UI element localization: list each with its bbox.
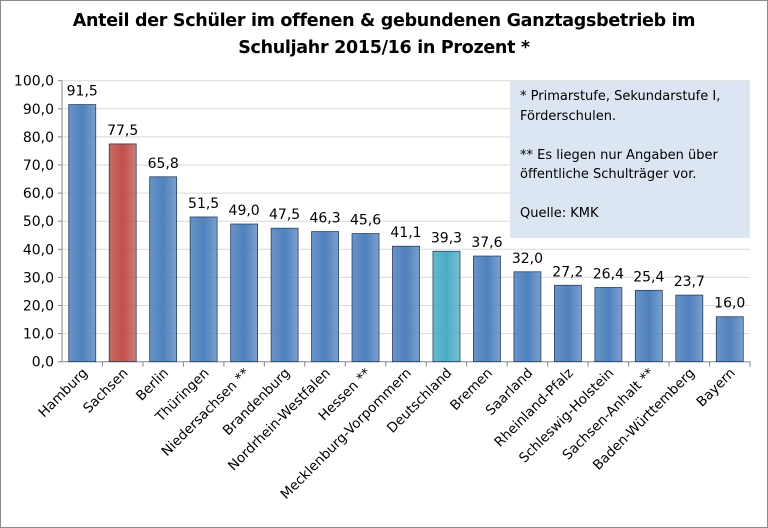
y-tick-label: 40,0 — [23, 242, 54, 258]
data-label: 65,8 — [148, 156, 179, 172]
bar-brandenburg — [270, 227, 299, 363]
footnote-line: Förderschulen. — [520, 108, 617, 124]
x-tick-label: Bayern — [694, 365, 739, 410]
bar-sachsen-anhalt- — [634, 289, 663, 363]
footnote-line: * Primarstufe, Sekundarstufe I, — [520, 89, 721, 104]
footnote-box: * Primarstufe, Sekundarstufe I, Fördersc… — [510, 81, 750, 238]
bar-bayern — [715, 316, 744, 363]
chart-title-line-2: Schuljahr 2015/16 in Prozent * — [238, 38, 530, 58]
footnote-line: ** Es liegen nur Angaben über — [520, 147, 718, 163]
data-label: 37,6 — [471, 235, 502, 251]
data-label: 26,4 — [593, 267, 624, 283]
data-label: 27,2 — [552, 264, 583, 280]
data-label: 47,5 — [269, 207, 300, 223]
bar-saarland — [513, 271, 542, 363]
y-tick-label: 100,0 — [14, 74, 54, 90]
data-label: 46,3 — [309, 211, 340, 227]
y-tick-label: 80,0 — [23, 130, 54, 146]
data-label: 41,1 — [390, 225, 421, 241]
x-tick-label: Berlin — [133, 365, 172, 404]
bar-hamburg — [68, 104, 97, 363]
data-label: 16,0 — [714, 296, 745, 312]
bar-rheinland-pfalz — [553, 284, 582, 363]
data-label: 51,5 — [188, 196, 219, 212]
bar-bremen — [473, 255, 501, 363]
bar-sachsen — [108, 143, 137, 363]
bar-niedersachsen- — [230, 223, 259, 363]
bar-schleswig-holstein — [594, 287, 623, 363]
data-label: 91,5 — [67, 84, 98, 100]
source-line: Quelle: KMK — [520, 206, 599, 221]
y-tick-label: 90,0 — [23, 102, 54, 118]
y-tick-label: 30,0 — [23, 270, 54, 286]
y-tick-label: 50,0 — [23, 214, 54, 230]
data-label: 77,5 — [107, 123, 138, 139]
data-label: 32,0 — [512, 251, 543, 267]
data-label: 49,0 — [229, 203, 260, 219]
chart-title-line-1: Anteil der Schüler im offenen & gebunden… — [72, 11, 696, 31]
y-tick-label: 20,0 — [23, 299, 54, 315]
data-label: 39,3 — [431, 230, 462, 246]
bar-berlin — [149, 176, 178, 363]
bar-hessen- — [351, 233, 380, 363]
x-tick-label: Hamburg — [35, 365, 91, 421]
bar-baden-w-rttemberg — [675, 294, 704, 363]
data-label: 45,6 — [350, 213, 381, 229]
y-tick-label: 70,0 — [23, 158, 54, 174]
bar-deutschland — [432, 250, 461, 363]
x-tick-label: Sachsen — [80, 365, 131, 416]
data-label: 23,7 — [674, 274, 705, 290]
y-tick-label: 0,0 — [32, 355, 54, 371]
data-label: 25,4 — [633, 269, 664, 285]
footnote-line: öffentliche Schulträger vor. — [520, 167, 697, 182]
bar-nordrhein-westfalen — [311, 231, 339, 363]
bar-mecklenburg-vorpommern — [392, 245, 420, 363]
y-tick-label: 10,0 — [23, 327, 54, 343]
chart-title: Anteil der Schüler im offenen & gebunden… — [0, 8, 768, 62]
bar-th-ringen — [189, 216, 218, 363]
y-tick-label: 60,0 — [23, 186, 54, 202]
